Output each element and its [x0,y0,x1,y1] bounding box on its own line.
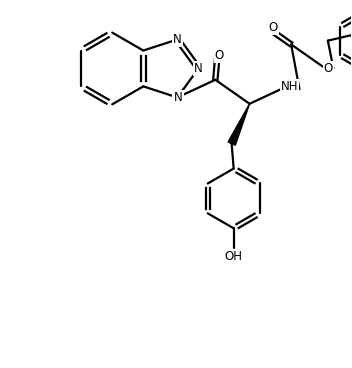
Text: NH: NH [281,79,298,93]
Text: O: O [324,62,333,75]
Polygon shape [228,104,250,145]
Text: OH: OH [225,250,243,263]
Text: N: N [194,62,203,75]
Text: N: N [194,62,203,75]
Text: N: N [173,33,182,46]
Text: O: O [215,49,224,63]
Text: N: N [173,33,182,46]
Text: N: N [173,91,182,104]
Text: N: N [174,91,183,104]
Text: O: O [269,21,278,34]
